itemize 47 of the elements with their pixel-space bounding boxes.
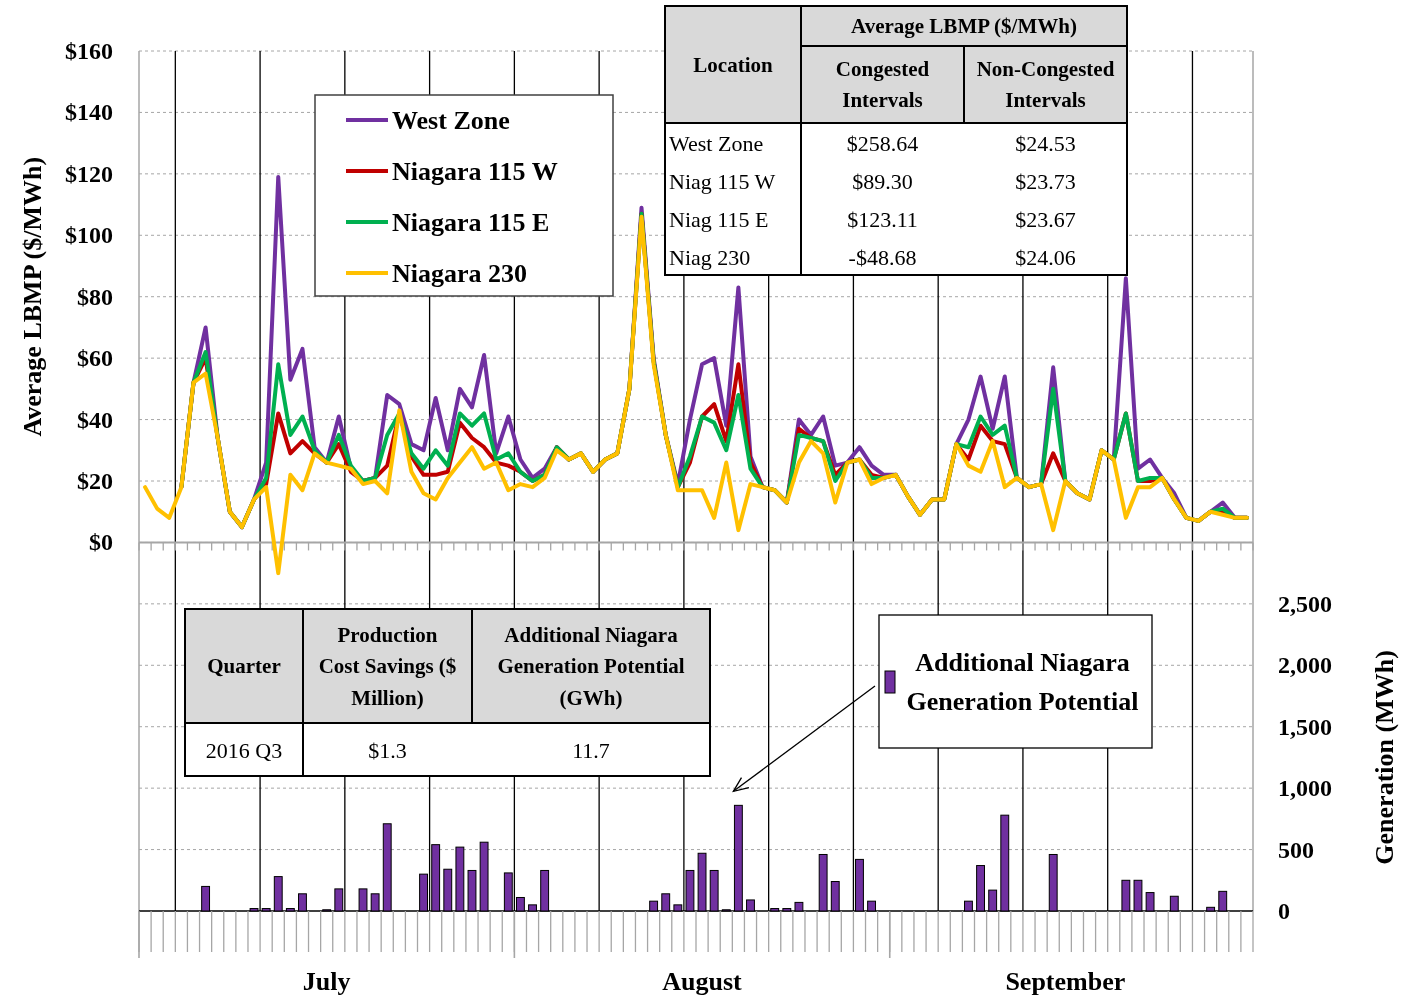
y-tick-label: $20 [77,468,113,494]
x-tick-label: August [662,967,743,996]
y2-tick-label: 1,500 [1278,713,1332,740]
y-tick-label: $0 [89,529,113,556]
legend-label: Niagara 115 E [392,207,550,237]
annotation: -$48.68 [848,244,917,270]
y2-tick-label: 2,500 [1278,590,1332,617]
annotation: Additional Niagara Generation Potential (GWh) [497,622,685,710]
annotation: $24.06 [1015,244,1076,270]
y2-tick-label: 500 [1278,836,1314,863]
y2-tick-label: 1,000 [1278,775,1332,802]
annotation: 11.7 [572,737,610,762]
annotation: West Zone [669,130,764,156]
text: Average LBMP ($/MWh) [851,14,1077,38]
y2-axis-title: Generation (MWh) [1369,650,1399,865]
annotation: Production Cost Savings ($ Million) [318,622,457,710]
annotation: Quarter [207,654,281,678]
legend-label: Additional Niagara Generation Potential [906,647,1139,716]
legend-label: West Zone [392,105,510,135]
annotation: Location [693,52,773,77]
annotation: $23.67 [1015,206,1076,232]
y-tick-label: $120 [65,160,113,187]
x-tick-label: July [302,967,351,996]
annotation: $89.30 [852,168,913,194]
y-tick-label: $140 [65,99,113,126]
annotation: Congested Intervals [835,56,930,113]
annotation: $24.53 [1015,130,1076,156]
x-tick-label: September [1005,967,1126,996]
annotation: $258.64 [846,130,919,156]
legend-label: Niagara 230 [392,258,528,288]
annotation: Niag 230 [669,244,751,270]
annotation: Niag 115 W [669,168,776,194]
y-tick-label: $160 [65,38,113,64]
y-tick-label: $40 [77,406,113,433]
annotation: $1.3 [368,737,407,762]
legend-label: Niagara 115 W [392,156,558,186]
y-tick-label: $80 [77,283,113,310]
y-tick-label: $60 [77,345,113,372]
y2-tick-label: 0 [1278,898,1290,924]
annotation: Non-Congested Intervals [976,56,1115,113]
annotation: Niag 115 E [669,206,769,232]
annotation: $123.11 [847,206,918,232]
y-tick-label: $100 [65,222,113,249]
annotation: $23.73 [1015,168,1076,194]
annotation: 2016 Q3 [205,737,283,762]
y2-tick-label: 2,000 [1278,652,1332,679]
y-axis-title: Average LBMP ($/MWh) [17,156,47,437]
